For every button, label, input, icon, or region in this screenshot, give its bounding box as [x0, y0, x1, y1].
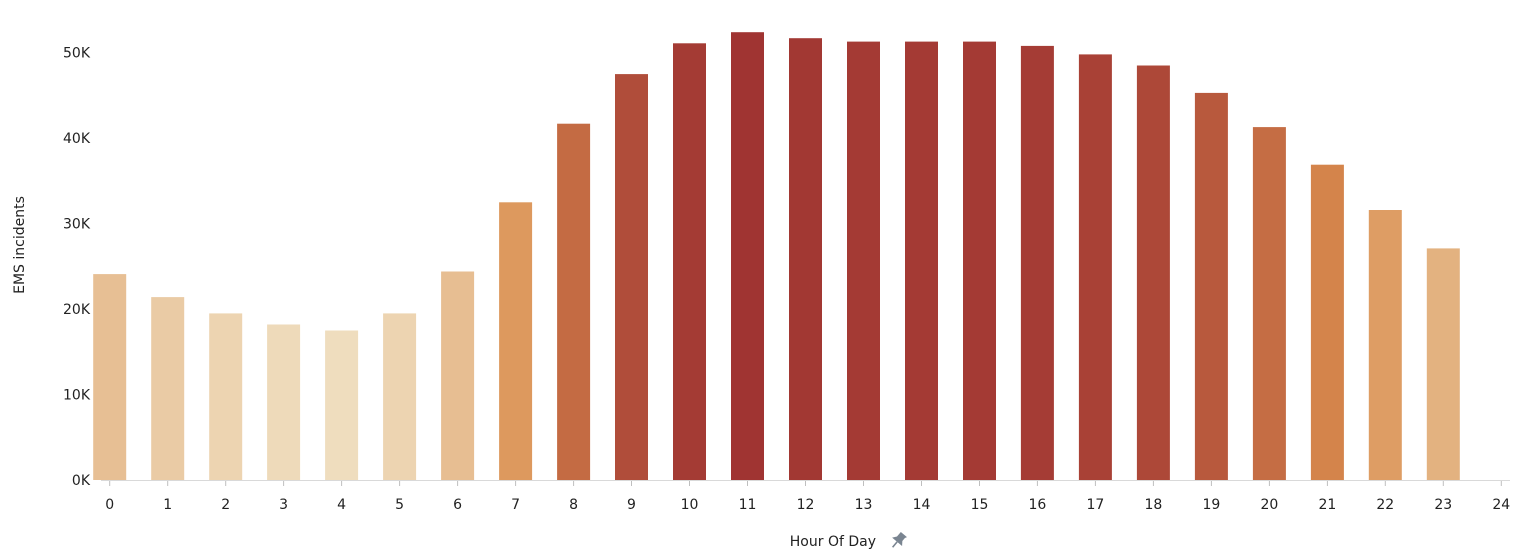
x-tick-label: 19: [1202, 497, 1220, 513]
bar-hour-21[interactable]: [1310, 164, 1344, 480]
x-tick-label: 17: [1086, 497, 1104, 513]
x-tick-label: 22: [1376, 497, 1394, 513]
bar-hour-5[interactable]: [383, 313, 417, 480]
bar-hour-2[interactable]: [209, 313, 243, 480]
x-axis-title: Hour Of Day: [790, 534, 876, 550]
bar-hour-16[interactable]: [1020, 45, 1054, 481]
y-tick-label: 40K: [63, 131, 91, 147]
bar-hour-3[interactable]: [267, 324, 301, 481]
x-axis-ticks: 0 1 2 3 4 5 6 7 8 9 10 11 12 13 14 15 16 17 18 19 20 21 22 23 24: [105, 481, 1510, 513]
bar-hour-20[interactable]: [1252, 127, 1286, 480]
y-tick-label: 0K: [72, 473, 91, 489]
x-tick-label: 3: [279, 497, 288, 513]
x-tick-label: 1: [163, 497, 172, 513]
x-axis-title-group: Hour Of Day: [790, 530, 909, 551]
bar-hour-7[interactable]: [499, 202, 533, 481]
x-tick-label: 21: [1318, 497, 1336, 513]
y-axis-title: EMS incidents: [12, 196, 28, 294]
y-tick-label: 50K: [63, 46, 91, 62]
x-tick-label: 10: [681, 497, 699, 513]
x-tick-label: 9: [627, 497, 636, 513]
bar-hour-6[interactable]: [441, 271, 475, 481]
bar-hour-17[interactable]: [1078, 54, 1112, 481]
x-tick-label: 15: [971, 497, 989, 513]
bar-hour-10[interactable]: [673, 43, 706, 481]
y-tick-label: 20K: [63, 302, 91, 318]
bar-hour-9[interactable]: [615, 74, 648, 480]
x-tick-label: 16: [1028, 497, 1046, 513]
bar-hour-14[interactable]: [905, 41, 938, 480]
bar-hour-1[interactable]: [151, 297, 185, 480]
bar-hour-8[interactable]: [557, 123, 591, 480]
bar-hour-12[interactable]: [789, 38, 822, 480]
y-tick-label: 10K: [63, 388, 91, 404]
bar-hour-18[interactable]: [1136, 65, 1170, 481]
x-tick-label: 20: [1260, 497, 1278, 513]
x-tick-label: 12: [797, 497, 815, 513]
bar-hour-15[interactable]: [963, 41, 996, 480]
x-tick-label: 24: [1492, 497, 1510, 513]
x-tick-label: 2: [221, 497, 230, 513]
x-tick-label: 18: [1144, 497, 1162, 513]
bars: [93, 32, 1460, 481]
x-tick-label: 23: [1434, 497, 1452, 513]
y-axis-ticks: 0K 10K 20K 30K 40K 50K: [63, 46, 91, 489]
pin-icon[interactable]: [888, 530, 909, 551]
bar-hour-19[interactable]: [1194, 92, 1228, 481]
bar-hour-13[interactable]: [847, 41, 880, 480]
x-tick-label: 13: [855, 497, 873, 513]
x-tick-label: 7: [511, 497, 520, 513]
x-tick-label: 6: [453, 497, 462, 513]
bar-hour-22[interactable]: [1368, 210, 1402, 480]
x-tick-label: 14: [913, 497, 931, 513]
y-tick-label: 30K: [63, 217, 91, 233]
bar-hour-4[interactable]: [325, 330, 359, 481]
bar-hour-0[interactable]: [93, 274, 127, 480]
x-tick-label: 0: [105, 497, 114, 513]
x-tick-label: 5: [395, 497, 404, 513]
x-tick-label: 11: [739, 497, 757, 513]
x-tick-label: 4: [337, 497, 346, 513]
x-tick-label: 8: [569, 497, 578, 513]
bar-hour-23[interactable]: [1426, 248, 1460, 480]
bar-hour-11[interactable]: [731, 32, 764, 480]
